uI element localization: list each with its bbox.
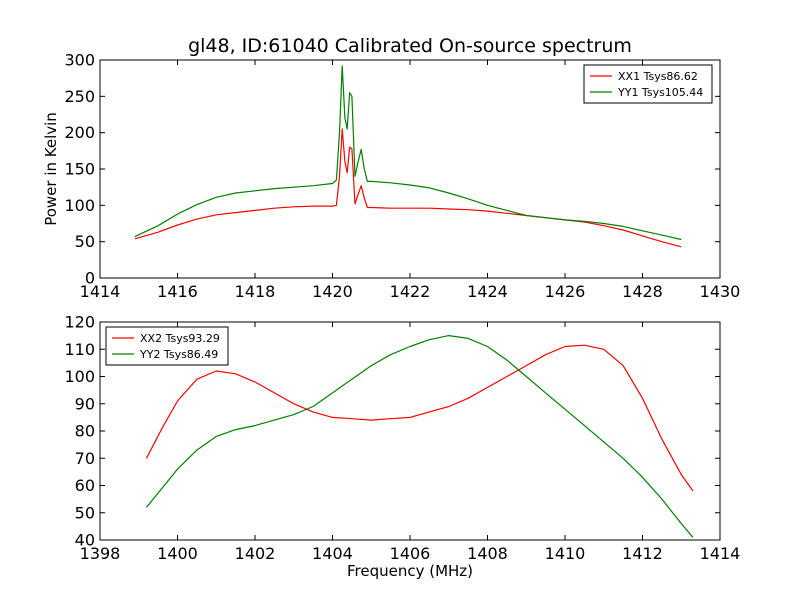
y-tick-label: 70 — [75, 449, 95, 468]
x-tick-label: 1418 — [235, 282, 276, 301]
y-tick-label: 40 — [75, 531, 95, 550]
x-tick-label: 1416 — [157, 282, 198, 301]
y-tick-label: 90 — [75, 394, 95, 413]
x-tick-label: 1422 — [390, 282, 431, 301]
x-axis-label: Frequency (MHz) — [347, 562, 473, 580]
series-line-0-1 — [134, 65, 682, 241]
x-tick-label: 1410 — [545, 544, 586, 563]
y-tick-label: 0 — [85, 269, 95, 288]
series-line-0-0 — [134, 128, 682, 248]
y-tick-label: 50 — [75, 232, 95, 251]
bottom-plot: 1398 1400 1402 1404 1406 1408 1410 1412 1414 40 50… — [64, 313, 740, 581]
y-tick-label: 50 — [75, 503, 95, 522]
y-tick-label: 150 — [64, 160, 95, 179]
y-tick-label: 300 — [64, 51, 95, 70]
top-plot: 1414 1416 1418 1420 1422 1424 1426 1428 1430 0 50 1… — [42, 51, 740, 302]
x-tick-label: 1424 — [467, 282, 508, 301]
y-tick-label: 200 — [64, 123, 95, 142]
x-tick-label: 1400 — [157, 544, 198, 563]
x-tick-label: 1414 — [80, 282, 121, 301]
y-tick-label: 110 — [64, 340, 95, 359]
legend-label: XX2 Tsys93.29 — [140, 332, 220, 345]
legend-label: XX1 Tsys86.62 — [618, 70, 698, 83]
y-tick-label: 80 — [75, 422, 95, 441]
legend: XX1 Tsys86.62 YY1 Tsys105.44 — [583, 64, 713, 104]
x-tick-label: 1406 — [390, 544, 431, 563]
x-tick-label: 1426 — [545, 282, 586, 301]
y-axis-label: Power in Kelvin — [42, 112, 60, 226]
series-line-1-0 — [145, 344, 694, 492]
y-tick-label: 60 — [75, 476, 95, 495]
x-tick-label: 1404 — [312, 544, 353, 563]
legend-box — [105, 326, 229, 366]
legend-label: YY1 Tsys105.44 — [617, 86, 703, 99]
legend: XX2 Tsys93.29 YY2 Tsys86.49 — [105, 326, 229, 366]
y-tick-label: 100 — [64, 367, 95, 386]
x-tick-label: 1398 — [80, 544, 121, 563]
chart-title: gl48, ID:61040 Calibrated On-source spec… — [188, 35, 632, 57]
series-line-1-1 — [146, 335, 694, 538]
x-tick-label: 1402 — [235, 544, 276, 563]
legend-label: YY2 Tsys86.49 — [139, 348, 218, 361]
legend-box — [583, 64, 713, 104]
y-tick-label: 120 — [64, 313, 95, 332]
y-tick-label: 250 — [64, 87, 95, 106]
x-tick-label: 1430 — [700, 282, 741, 301]
x-tick-label: 1408 — [467, 544, 508, 563]
x-tick-label: 1420 — [312, 282, 353, 301]
x-tick-label: 1414 — [700, 544, 741, 563]
x-tick-label: 1412 — [622, 544, 663, 563]
x-tick-label: 1428 — [622, 282, 663, 301]
y-tick-label: 100 — [64, 196, 95, 215]
